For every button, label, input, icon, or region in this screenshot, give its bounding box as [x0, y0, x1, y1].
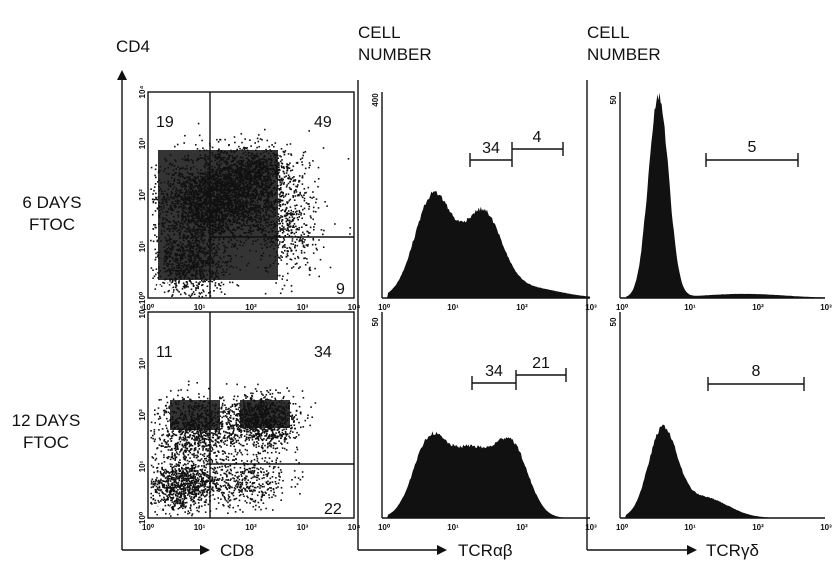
dotplot-6days-events: [150, 122, 352, 298]
gate-4: 4: [512, 129, 564, 156]
row-label-6days-line2: FTOC: [29, 215, 75, 234]
tick-label: 10⁰: [138, 511, 147, 524]
tick-label: 10¹: [447, 523, 459, 532]
tick-label: 10²: [752, 303, 764, 312]
tick-label: 10²: [138, 189, 147, 201]
tick-label: 10⁰: [378, 303, 391, 312]
gate-label: 5: [748, 139, 757, 156]
tick-label: 50: [609, 95, 618, 104]
dotplot-6days-frame: [147, 91, 355, 299]
tick-label: 10⁴: [138, 306, 147, 319]
tick-label: 10¹: [194, 303, 206, 312]
tick-label: 10¹: [447, 303, 459, 312]
tick-label: 10³: [297, 303, 309, 312]
tick-label: 10²: [752, 523, 764, 532]
tick-label: 10²: [138, 409, 147, 421]
tick-label: 10⁰: [616, 523, 629, 532]
tick-label: 10⁰: [378, 523, 391, 532]
gate-label: 8: [752, 363, 761, 380]
gate-label: 34: [485, 363, 503, 380]
cell-number-title-1-line2: NUMBER: [358, 45, 432, 64]
tick-label: 50: [371, 317, 380, 326]
gate-8: 8: [707, 363, 805, 391]
gate-34: 34: [471, 363, 517, 390]
gate-34: 34: [469, 140, 513, 167]
tick-label: 10³: [297, 523, 309, 532]
tick-label: 10¹: [684, 303, 696, 312]
tick-label: 400: [371, 93, 380, 107]
histogram-tcrab-6days: 34 4: [381, 92, 590, 299]
tick-label: 10⁴: [138, 86, 147, 99]
tick-label: 10⁰: [138, 291, 147, 304]
row-label-6days-line1: 6 DAYS: [22, 193, 81, 212]
row-label-12days-line1: 12 DAYS: [12, 411, 81, 430]
tick-label: 10⁰: [616, 303, 629, 312]
histogram-tcrgd-6days-area: [622, 92, 825, 298]
tick-label: 10¹: [194, 523, 206, 532]
tick-label: 10³: [820, 303, 832, 312]
tick-label: 10¹: [138, 240, 147, 252]
gate-label: 21: [532, 355, 550, 372]
tick-label: 10³: [138, 137, 147, 149]
cell-number-title-1-line1: CELL: [358, 23, 401, 42]
quadrant-lower-right: 9: [336, 281, 345, 298]
gate-label: 4: [533, 129, 542, 146]
tick-label: 10¹: [684, 523, 696, 532]
cell-number-title-2-line1: CELL: [587, 23, 630, 42]
tick-label: 10³: [585, 303, 597, 312]
tick-label: 10²: [516, 303, 528, 312]
histogram-tcrgd-6days: 5: [619, 92, 825, 299]
gate-5: 5: [705, 139, 799, 167]
cd8-axis-label: CD8: [220, 541, 254, 560]
dotplot-12days-frame: [147, 311, 355, 519]
gate-21: 21: [516, 355, 567, 382]
gate-label: 34: [482, 140, 500, 157]
histogram-tcrab-6days-area: [384, 191, 590, 298]
row-label-12days-line2: FTOC: [23, 433, 69, 452]
tick-label: 50: [609, 317, 618, 326]
quadrant-lower-right: 22: [324, 501, 342, 518]
histogram-tcrab-12days: 34 21: [381, 312, 590, 519]
histogram-tcrgd-12days: 8: [619, 312, 825, 519]
tick-label: 10³: [585, 523, 597, 532]
tick-label: 10²: [245, 523, 257, 532]
tick-label: 10⁰: [142, 523, 155, 532]
quadrant-upper-left: 11: [156, 344, 173, 361]
histogram-tcrab-12days-area: [384, 431, 590, 518]
quadrant-upper-right: 49: [314, 114, 332, 131]
dotplot-12days: 11 34 27 22: [147, 311, 355, 519]
dotplot-12days-events: [150, 380, 317, 517]
tcrab-axis-label: TCRαβ: [458, 541, 513, 560]
tick-label: 10²: [516, 523, 528, 532]
quadrant-upper-left: 19: [156, 114, 174, 131]
tick-label: 10⁴: [348, 303, 361, 312]
cell-number-title-2-line2: NUMBER: [587, 45, 661, 64]
histogram-tcrgd-12days-area: [622, 424, 825, 518]
tick-label: 10⁰: [142, 303, 155, 312]
tick-label: 10¹: [138, 460, 147, 472]
quadrant-lower-left: 23: [156, 281, 174, 298]
dotplot-6days: 19 49 23 9: [147, 91, 355, 299]
tick-label: 10²: [245, 303, 257, 312]
tick-label: 10³: [820, 523, 832, 532]
tick-label: 10⁴: [348, 523, 361, 532]
cd4-axis-title: CD4: [116, 37, 150, 56]
tick-label: 10³: [138, 357, 147, 369]
quadrant-lower-left: 27: [156, 501, 174, 518]
tcrgd-axis-label: TCRγδ: [706, 541, 759, 560]
quadrant-upper-right: 34: [314, 344, 332, 361]
